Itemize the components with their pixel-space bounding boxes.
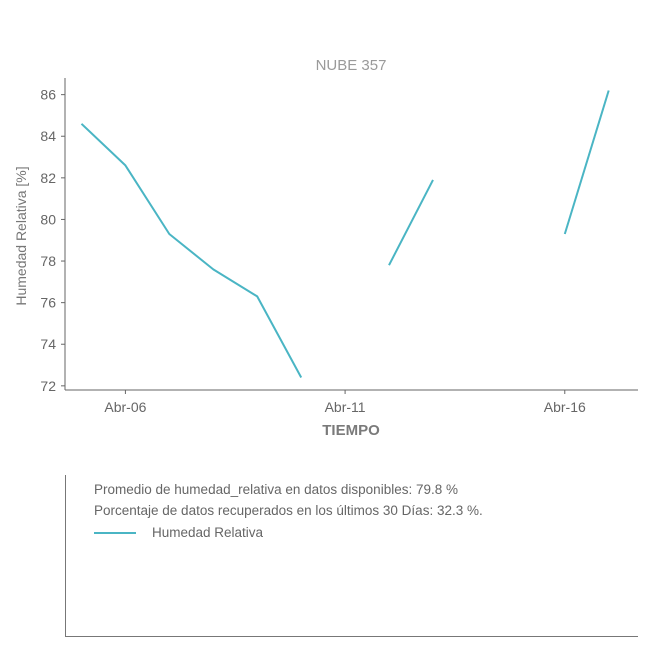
- x-tick-label: Abr-11: [325, 399, 366, 415]
- x-tick-label: Abr-06: [104, 399, 146, 415]
- y-tick-label: 74: [40, 336, 56, 352]
- average-text: Promedio de humedad_relativa en datos di…: [94, 482, 458, 497]
- legend-label: Humedad Relativa: [152, 525, 264, 540]
- y-tick-label: 82: [40, 170, 56, 186]
- chart-ticks: 72 74 76 78 80 82 84 86 Abr-06 Abr-11 Abr-16: [40, 87, 586, 415]
- chart-title: NUBE 357: [316, 57, 387, 74]
- chart-axes: [64, 78, 638, 391]
- series-line-segment: [388, 179, 434, 266]
- y-tick-label: 84: [40, 128, 56, 144]
- y-tick-label: 86: [40, 87, 56, 103]
- legend: Humedad Relativa: [94, 525, 263, 540]
- x-axis-title: TIEMPO: [322, 422, 380, 439]
- legend-swatch: [94, 531, 136, 534]
- x-tick-label: Abr-16: [544, 399, 586, 415]
- humidity-line-chart: NUBE 357 72 74 76 78 80 82 84 86 Abr-06 Abr-11 Abr…: [13, 57, 638, 439]
- chart-series: [80, 90, 610, 378]
- info-panel: Promedio de humedad_relativa en datos di…: [65, 475, 638, 637]
- percentage-text: Porcentaje de datos recuperados en los ú…: [94, 503, 483, 518]
- y-tick-label: 76: [40, 295, 56, 311]
- y-tick-label: 72: [40, 378, 56, 394]
- series-line-segment: [563, 90, 610, 235]
- y-tick-label: 78: [40, 253, 56, 269]
- series-line-segment: [80, 123, 303, 378]
- y-tick-label: 80: [40, 211, 56, 227]
- y-axis-title: Humedad Relativa [%]: [13, 166, 29, 305]
